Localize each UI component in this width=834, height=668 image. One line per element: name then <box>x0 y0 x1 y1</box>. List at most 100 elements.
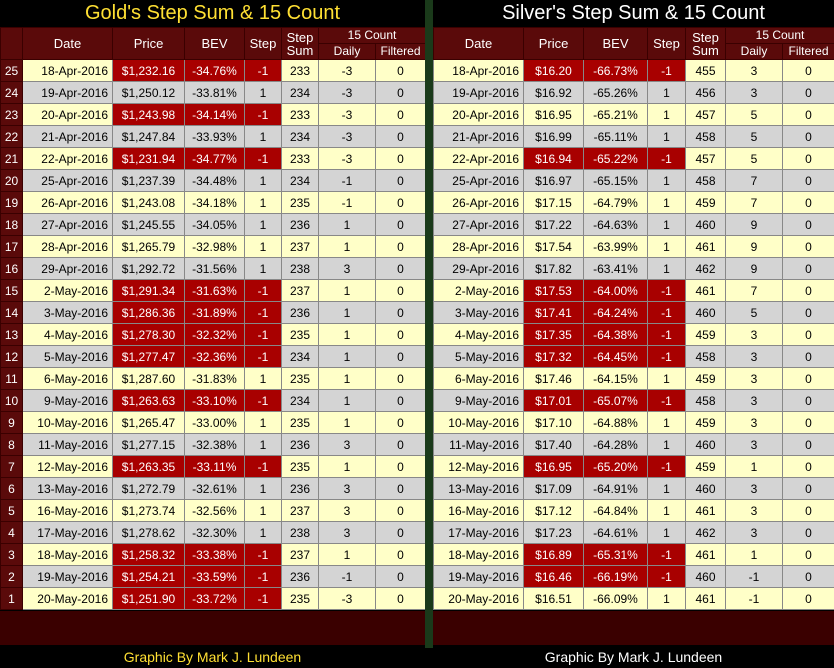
bev-cell: -34.05% <box>185 214 245 236</box>
daily-count-cell: 1 <box>319 412 376 434</box>
daily-count-cell: 1 <box>319 214 376 236</box>
row-index: 7 <box>1 456 23 478</box>
bev-cell: -32.98% <box>185 236 245 258</box>
bev-cell: -64.88% <box>584 412 648 434</box>
price-cell: $1,243.98 <box>113 104 185 126</box>
step-sum-cell: 237 <box>282 500 319 522</box>
date-cell: 4-May-2016 <box>434 324 524 346</box>
price-cell: $16.20 <box>524 60 584 82</box>
step-cell: 1 <box>648 214 686 236</box>
bev-cell: -64.91% <box>584 478 648 500</box>
gold-filtered-header: Filtered <box>376 44 426 60</box>
step-cell: 1 <box>648 170 686 192</box>
step-cell: -1 <box>245 346 282 368</box>
date-cell: 17-May-2016 <box>23 522 113 544</box>
step-sum-cell: 461 <box>686 500 726 522</box>
filtered-count-cell: 0 <box>783 368 834 390</box>
step-sum-cell: 236 <box>282 478 319 500</box>
price-cell: $17.23 <box>524 522 584 544</box>
filtered-count-cell: 0 <box>376 324 426 346</box>
filtered-count-cell: 0 <box>783 566 834 588</box>
daily-count-cell: 3 <box>726 390 783 412</box>
step-cell: -1 <box>648 324 686 346</box>
row-index: 21 <box>1 148 23 170</box>
step-cell: 1 <box>648 236 686 258</box>
step-sum-cell: 236 <box>282 434 319 456</box>
date-cell: 19-Apr-2016 <box>434 82 524 104</box>
daily-count-cell: 3 <box>319 500 376 522</box>
bev-cell: -34.77% <box>185 148 245 170</box>
step-sum-cell: 459 <box>686 456 726 478</box>
bev-cell: -64.15% <box>584 368 648 390</box>
daily-count-cell: 3 <box>726 368 783 390</box>
step-sum-cell: 462 <box>686 258 726 280</box>
filtered-count-cell: 0 <box>783 478 834 500</box>
date-cell: 19-May-2016 <box>434 566 524 588</box>
daily-count-cell: 3 <box>726 500 783 522</box>
bev-cell: -32.36% <box>185 346 245 368</box>
date-cell: 11-May-2016 <box>23 434 113 456</box>
filtered-count-cell: 0 <box>376 368 426 390</box>
silver-daily-header: Daily <box>726 44 783 60</box>
bev-cell: -33.11% <box>185 456 245 478</box>
daily-count-cell: 7 <box>726 280 783 302</box>
step-cell: 1 <box>245 412 282 434</box>
row-index: 4 <box>1 522 23 544</box>
date-cell: 27-Apr-2016 <box>434 214 524 236</box>
row-index: 5 <box>1 500 23 522</box>
daily-count-cell: 9 <box>726 236 783 258</box>
filtered-count-cell: 0 <box>376 500 426 522</box>
step-sum-cell: 458 <box>686 346 726 368</box>
step-sum-cell: 234 <box>282 390 319 412</box>
filtered-count-cell: 0 <box>783 390 834 412</box>
price-cell: $1,292.72 <box>113 258 185 280</box>
daily-count-cell: -1 <box>319 170 376 192</box>
step-cell: -1 <box>648 280 686 302</box>
date-cell: 18-May-2016 <box>23 544 113 566</box>
step-sum-cell: 237 <box>282 236 319 258</box>
step-sum-cell: 235 <box>282 324 319 346</box>
daily-count-cell: -1 <box>726 566 783 588</box>
row-index: 8 <box>1 434 23 456</box>
date-cell: 6-May-2016 <box>434 368 524 390</box>
step-sum-cell: 236 <box>282 566 319 588</box>
filtered-count-cell: 0 <box>783 522 834 544</box>
price-cell: $17.01 <box>524 390 584 412</box>
bev-cell: -32.38% <box>185 434 245 456</box>
daily-count-cell: -3 <box>319 588 376 610</box>
price-cell: $1,265.47 <box>113 412 185 434</box>
date-cell: 21-Apr-2016 <box>434 126 524 148</box>
price-cell: $1,243.08 <box>113 192 185 214</box>
silver-step-sum-line2: Sum <box>692 43 719 58</box>
bev-cell: -34.14% <box>185 104 245 126</box>
step-sum-cell: 234 <box>282 346 319 368</box>
bev-cell: -33.38% <box>185 544 245 566</box>
price-cell: $17.53 <box>524 280 584 302</box>
date-cell: 18-May-2016 <box>434 544 524 566</box>
filtered-count-cell: 0 <box>376 280 426 302</box>
row-index: 12 <box>1 346 23 368</box>
filtered-count-cell: 0 <box>783 104 834 126</box>
gold-date-header: Date <box>23 28 113 60</box>
date-cell: 4-May-2016 <box>23 324 113 346</box>
row-index: 14 <box>1 302 23 324</box>
step-sum-cell: 456 <box>686 82 726 104</box>
step-cell: 1 <box>648 126 686 148</box>
